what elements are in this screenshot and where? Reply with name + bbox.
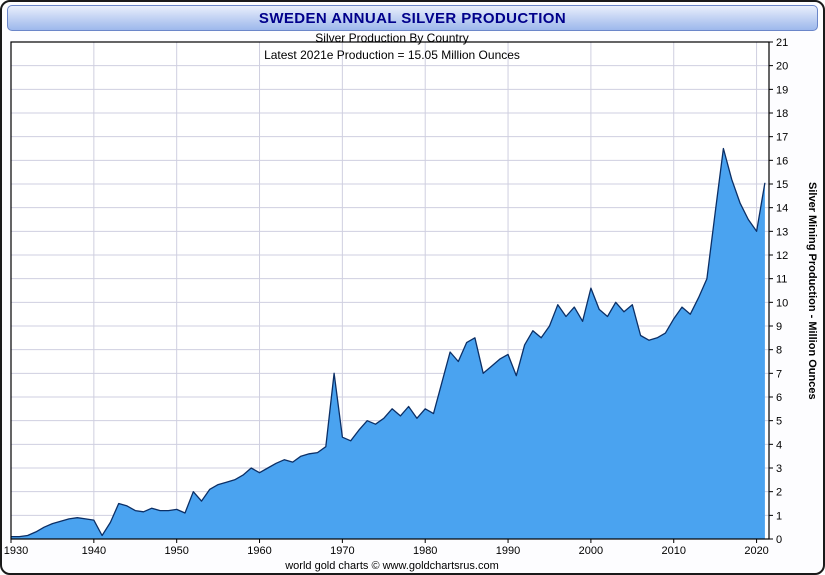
chart-title: SWEDEN ANNUAL SILVER PRODUCTION bbox=[258, 9, 567, 27]
chart-subtitle: Silver Production By Country bbox=[315, 31, 469, 45]
y-tick-label: 12 bbox=[776, 250, 788, 262]
y-tick-label: 5 bbox=[776, 416, 782, 428]
y-tick-label: 15 bbox=[776, 179, 788, 191]
y-tick-label: 2 bbox=[776, 487, 782, 499]
y-tick-label: 9 bbox=[776, 321, 782, 333]
x-tick-label: 2010 bbox=[661, 545, 685, 557]
y-tick-label: 10 bbox=[776, 297, 788, 309]
y-tick-label: 13 bbox=[776, 226, 788, 238]
y-tick-label: 21 bbox=[776, 37, 788, 49]
y-tick-label: 11 bbox=[776, 274, 787, 286]
footer-credit: world gold charts © www.goldchartsrus.co… bbox=[285, 560, 499, 572]
y-tick-label: 20 bbox=[776, 61, 788, 73]
y-tick-label: 1 bbox=[776, 510, 782, 522]
x-tick-label: 1940 bbox=[82, 545, 106, 557]
y-tick-label: 6 bbox=[776, 392, 782, 404]
y-tick-label: 19 bbox=[776, 84, 788, 96]
x-tick-label: 1980 bbox=[413, 545, 437, 557]
y-tick-label: 8 bbox=[776, 345, 782, 357]
y-tick-label: 7 bbox=[776, 368, 782, 380]
y-axis-title: Silver Mining Production - Million Ounce… bbox=[806, 182, 818, 400]
x-tick-label: 2020 bbox=[744, 545, 768, 557]
y-tick-label: 4 bbox=[776, 439, 782, 451]
title-bar: SWEDEN ANNUAL SILVER PRODUCTION bbox=[7, 5, 818, 31]
y-tick-label: 17 bbox=[776, 132, 788, 144]
plot-border bbox=[10, 41, 770, 540]
y-tick-label: 14 bbox=[776, 203, 788, 215]
latest-production-annotation: Latest 2021e Production = 15.05 Million … bbox=[264, 48, 520, 62]
x-tick-label: 1990 bbox=[496, 545, 520, 557]
x-tick-label: 1930 bbox=[4, 545, 28, 557]
y-tick-label: 16 bbox=[776, 155, 788, 167]
x-tick-label: 2000 bbox=[579, 545, 603, 557]
y-tick-label: 0 bbox=[776, 534, 782, 546]
x-tick-label: 1960 bbox=[247, 545, 271, 557]
production-line bbox=[11, 147, 766, 538]
x-tick-label: 1950 bbox=[164, 545, 188, 557]
y-tick-label: 3 bbox=[776, 463, 782, 475]
y-tick-label: 18 bbox=[776, 108, 788, 120]
production-area bbox=[11, 148, 765, 539]
x-tick-label: 1970 bbox=[330, 545, 354, 557]
